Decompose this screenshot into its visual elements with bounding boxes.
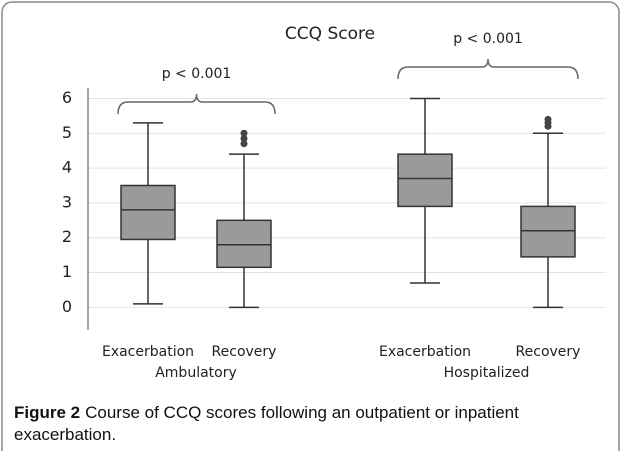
box [216, 219, 272, 269]
outlier [240, 140, 248, 148]
y-tick-label: 2 [62, 227, 72, 246]
y-tick-label: 6 [62, 88, 72, 107]
y-tick-label: 4 [62, 158, 72, 177]
outlier [240, 134, 248, 142]
x-tick-label: Exacerbation [102, 344, 194, 360]
outlier [240, 129, 248, 137]
caption-text: Course of CCQ scores following an outpat… [14, 403, 519, 444]
y-tick-label: 3 [62, 192, 72, 211]
box [120, 184, 176, 241]
y-tick-label: 1 [62, 262, 72, 281]
box [397, 153, 453, 208]
y-tick-label: 0 [62, 297, 72, 316]
x-tick-label: Exacerbation [379, 344, 471, 360]
x-tick-label: Recovery [212, 344, 277, 360]
annotation: p < 0.001 [453, 31, 523, 47]
caption: Figure 2 Course of CCQ scores following a… [14, 402, 604, 446]
group-label: Hospitalized [444, 365, 530, 381]
chart-title: CCQ Score [285, 24, 375, 44]
bracket [117, 93, 276, 115]
outlier [544, 115, 552, 123]
y-tick-label: 5 [62, 123, 72, 142]
bracket [397, 58, 579, 80]
group-label: Ambulatory [155, 365, 237, 381]
caption-label: Figure 2 [14, 403, 81, 422]
box [520, 205, 576, 258]
annotation: p < 0.001 [162, 66, 232, 82]
x-tick-label: Recovery [516, 344, 581, 360]
